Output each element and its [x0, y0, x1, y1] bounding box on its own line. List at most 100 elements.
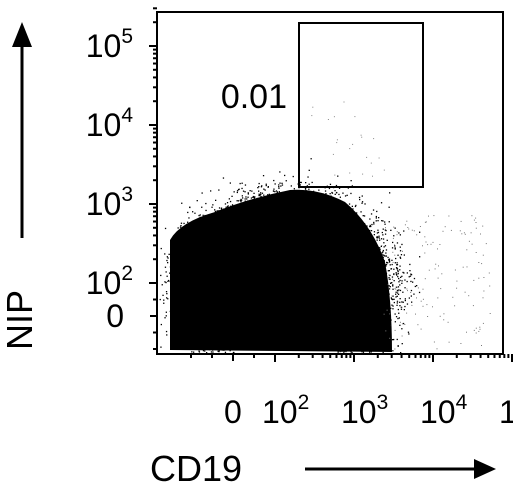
event-dot	[198, 351, 201, 353]
event-dot	[185, 283, 188, 285]
event-dot	[348, 341, 351, 343]
event-dot	[357, 236, 359, 239]
event-dot	[435, 263, 437, 265]
event-dot	[287, 201, 290, 203]
event-dot	[383, 313, 385, 315]
event-dot	[180, 265, 182, 267]
event-dot	[159, 298, 161, 301]
event-dot	[394, 244, 395, 246]
event-dot	[385, 255, 387, 257]
event-dot	[373, 260, 375, 262]
event-dot	[392, 339, 394, 341]
event-dot	[362, 232, 365, 234]
event-dot	[187, 236, 189, 239]
event-dot	[191, 278, 193, 280]
event-dot	[380, 275, 382, 278]
event-dot	[363, 236, 365, 238]
event-dot	[189, 242, 191, 245]
event-dot	[195, 228, 197, 230]
event-dot	[208, 338, 210, 340]
event-dot	[305, 201, 308, 204]
event-dot	[190, 272, 192, 274]
event-dot	[399, 246, 401, 248]
event-dot	[199, 238, 201, 240]
event-dot	[174, 298, 177, 300]
event-dot	[212, 351, 214, 353]
event-dot	[217, 339, 219, 341]
event-dot	[203, 246, 205, 249]
event-dot	[363, 223, 366, 225]
event-dot	[380, 296, 382, 298]
event-dot	[376, 261, 378, 263]
event-dot	[259, 194, 261, 197]
event-dot	[372, 175, 373, 177]
event-dot	[373, 313, 375, 315]
event-dot	[318, 199, 320, 201]
event-dot	[386, 239, 388, 241]
event-dot	[270, 203, 272, 205]
event-dot	[366, 225, 368, 227]
event-dot	[297, 201, 299, 204]
event-dot	[391, 282, 393, 284]
event-dot	[335, 184, 338, 187]
event-dot	[375, 254, 378, 256]
event-dot	[352, 344, 354, 347]
event-dot	[367, 322, 369, 324]
event-dot	[252, 204, 254, 206]
event-dot	[227, 216, 229, 218]
event-dot	[275, 190, 278, 192]
event-dot	[244, 200, 246, 202]
event-dot	[276, 205, 278, 207]
event-dot	[195, 263, 197, 266]
event-dot	[254, 201, 256, 203]
event-dot	[390, 268, 392, 270]
event-dot	[280, 192, 282, 194]
event-dot	[345, 205, 348, 207]
event-dot	[287, 193, 290, 195]
event-dot	[255, 203, 257, 205]
event-dot	[316, 204, 318, 206]
event-dot	[377, 331, 379, 333]
event-dot	[351, 223, 353, 226]
event-dot	[383, 285, 386, 288]
event-dot	[377, 284, 379, 286]
event-dot	[254, 204, 257, 206]
event-dot	[388, 261, 391, 263]
event-dot	[190, 230, 192, 233]
event-dot	[364, 241, 366, 243]
event-dot	[402, 301, 404, 303]
event-dot	[289, 198, 291, 200]
event-dot	[274, 202, 277, 204]
event-dot	[188, 244, 190, 246]
event-dot	[442, 230, 444, 232]
event-dot	[399, 256, 401, 258]
event-dot	[315, 200, 317, 202]
event-dot	[375, 301, 378, 303]
event-dot	[462, 266, 464, 268]
event-dot	[383, 169, 385, 171]
event-dot	[409, 263, 411, 266]
event-dot	[196, 235, 198, 237]
event-dot	[372, 322, 374, 324]
event-dot	[191, 245, 193, 247]
event-dot	[374, 245, 376, 247]
event-dot	[399, 269, 401, 271]
event-dot	[369, 346, 371, 348]
event-dot	[424, 278, 426, 280]
event-dot	[373, 339, 375, 341]
event-dot	[384, 313, 386, 315]
event-dot	[173, 304, 175, 306]
event-dot	[189, 323, 191, 326]
event-dot	[223, 221, 225, 223]
event-dot	[396, 264, 399, 266]
event-dot	[194, 314, 196, 316]
event-dot	[239, 204, 241, 206]
event-dot	[322, 193, 324, 195]
event-dot	[213, 347, 215, 349]
event-dot	[450, 229, 452, 231]
event-dot	[192, 220, 195, 222]
event-dot	[214, 339, 217, 341]
event-dot	[213, 337, 215, 340]
event-dot	[192, 251, 194, 253]
event-dot	[180, 327, 182, 329]
